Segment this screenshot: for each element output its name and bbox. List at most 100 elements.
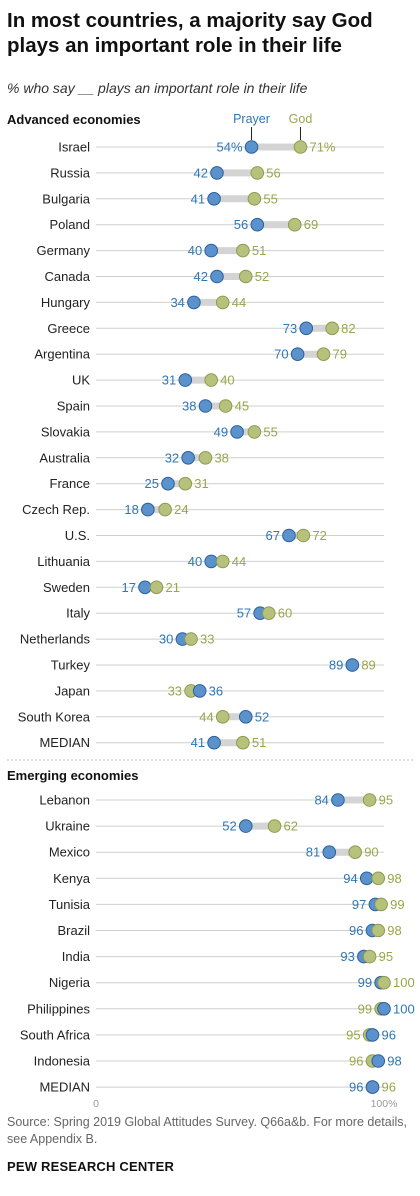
god-value-label: 90 bbox=[364, 845, 378, 860]
god-dot bbox=[362, 793, 377, 807]
god-dot bbox=[267, 819, 282, 833]
prayer-value-label: 40 bbox=[188, 243, 202, 258]
god-value-label: 21 bbox=[165, 580, 179, 595]
country-label: U.S. bbox=[65, 528, 90, 543]
god-dot bbox=[362, 949, 377, 964]
country-label: Ukraine bbox=[45, 819, 90, 834]
prayer-dot bbox=[365, 1028, 380, 1042]
god-dot bbox=[218, 399, 233, 413]
legend-god: God bbox=[289, 112, 313, 126]
god-dot bbox=[371, 871, 386, 886]
god-value-label: 95 bbox=[379, 793, 393, 808]
prayer-value-label: 96 bbox=[349, 1080, 363, 1095]
god-dot bbox=[325, 321, 339, 336]
brand-logo: PEW RESEARCH CENTER bbox=[7, 1159, 175, 1174]
god-dot bbox=[236, 243, 250, 258]
country-label: Nigeria bbox=[49, 975, 91, 990]
country-label: Sweden bbox=[43, 580, 90, 595]
god-value-label: 99 bbox=[358, 1001, 372, 1016]
prayer-dot bbox=[187, 295, 201, 310]
country-label: Kenya bbox=[53, 871, 91, 886]
god-dot bbox=[247, 192, 262, 206]
country-label: Slovakia bbox=[41, 424, 91, 439]
prayer-value-label: 96 bbox=[349, 923, 363, 938]
country-label: Spain bbox=[57, 399, 90, 414]
prayer-value-label: 42 bbox=[193, 165, 207, 180]
god-value-label: 40 bbox=[220, 373, 234, 388]
god-value-label: 95 bbox=[379, 949, 393, 964]
prayer-dot bbox=[331, 793, 345, 807]
prayer-dot bbox=[198, 399, 213, 413]
prayer-value-label: 38 bbox=[182, 399, 196, 414]
country-label: Canada bbox=[44, 269, 90, 284]
god-value-label: 38 bbox=[214, 450, 228, 465]
prayer-value-label: 100 bbox=[393, 1001, 415, 1016]
god-value-label: 33 bbox=[168, 683, 182, 698]
god-dot bbox=[238, 269, 253, 284]
country-label: Japan bbox=[55, 683, 90, 698]
prayer-value-label: 99 bbox=[358, 975, 372, 990]
prayer-dot bbox=[192, 684, 207, 698]
god-value-label: 44 bbox=[232, 295, 246, 310]
source-note: Source: Spring 2019 Global Attitudes Sur… bbox=[7, 1115, 407, 1146]
prayer-value-label: 40 bbox=[188, 554, 202, 569]
prayer-dot bbox=[238, 819, 253, 833]
prayer-dot bbox=[141, 502, 155, 517]
prayer-value-label: 18 bbox=[124, 502, 138, 517]
country-label: Poland bbox=[50, 217, 90, 232]
prayer-dot bbox=[250, 217, 265, 232]
god-value-label: 89 bbox=[361, 658, 375, 673]
country-label: Netherlands bbox=[20, 632, 91, 647]
country-label: Indonesia bbox=[34, 1054, 91, 1069]
prayer-dot bbox=[290, 347, 305, 362]
prayer-value-label: 36 bbox=[209, 683, 223, 698]
prayer-value-label: 41 bbox=[191, 191, 205, 206]
prayer-value-label: 31 bbox=[162, 373, 176, 388]
prayer-dot bbox=[138, 580, 152, 595]
god-dot bbox=[293, 140, 308, 154]
prayer-value-label: 67 bbox=[265, 528, 279, 543]
country-label: Tunisia bbox=[49, 897, 91, 912]
prayer-value-label: 70 bbox=[274, 347, 288, 362]
god-dot bbox=[296, 528, 311, 543]
country-label: UK bbox=[72, 373, 90, 388]
god-value-label: 55 bbox=[263, 191, 277, 206]
prayer-value-label: 32 bbox=[165, 450, 179, 465]
prayer-value-label: 56 bbox=[234, 217, 248, 232]
country-label: South Korea bbox=[18, 709, 91, 724]
prayer-value-label: 42 bbox=[193, 269, 207, 284]
prayer-dot bbox=[181, 451, 195, 465]
prayer-value-label: 52 bbox=[222, 819, 236, 834]
prayer-value-label: 52 bbox=[255, 709, 269, 724]
prayer-dot bbox=[204, 554, 218, 569]
prayer-value-label: 97 bbox=[352, 897, 366, 912]
country-label: Lebanon bbox=[39, 793, 90, 808]
god-value-label: 44 bbox=[199, 709, 213, 724]
god-value-label: 55 bbox=[263, 424, 277, 439]
country-label: India bbox=[62, 949, 91, 964]
god-value-label: 52 bbox=[255, 269, 269, 284]
god-dot bbox=[178, 476, 193, 491]
prayer-value-label: 98 bbox=[387, 1054, 401, 1069]
god-dot bbox=[377, 975, 391, 990]
country-label: Greece bbox=[47, 321, 90, 336]
god-value-label: 96 bbox=[381, 1080, 395, 1095]
god-value-label: 31 bbox=[194, 476, 208, 491]
prayer-dot bbox=[238, 710, 253, 724]
god-value-label: 95 bbox=[346, 1027, 360, 1042]
god-dot bbox=[215, 295, 230, 310]
god-value-label: 96 bbox=[349, 1054, 363, 1069]
prayer-dot bbox=[210, 269, 224, 284]
group-header: Advanced economies bbox=[7, 112, 141, 127]
god-dot bbox=[204, 373, 218, 387]
prayer-value-label: 84 bbox=[314, 793, 328, 808]
dot-plot: Prayer God Advanced economies Israel 54% 71% R… bbox=[7, 112, 415, 1110]
country-label: South Africa bbox=[20, 1027, 91, 1042]
god-value-label: 71% bbox=[309, 140, 335, 155]
god-dot bbox=[316, 347, 331, 362]
prayer-value-label: 57 bbox=[237, 606, 251, 621]
prayer-dot bbox=[178, 373, 193, 387]
god-dot bbox=[198, 451, 213, 465]
god-dot bbox=[287, 217, 302, 232]
god-value-label: 51 bbox=[252, 735, 266, 750]
